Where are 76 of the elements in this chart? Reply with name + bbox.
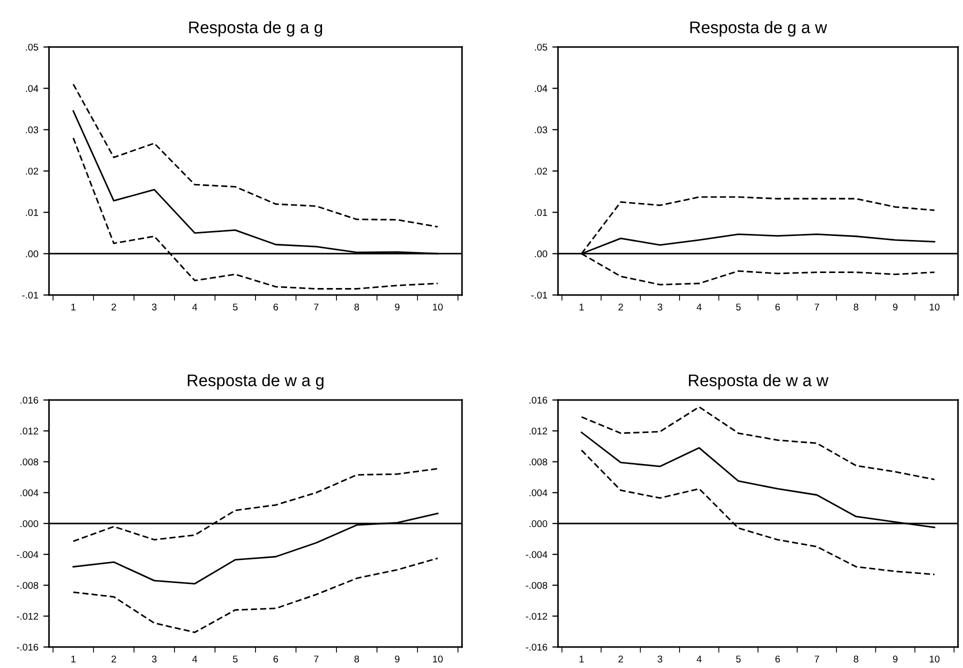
x-tick-label: 1 [580, 656, 584, 662]
x-tick-label: 2 [112, 304, 116, 310]
x-tick-label: 4 [192, 656, 198, 662]
x-tick-label: 8 [354, 656, 360, 662]
x-tick-label: 7 [314, 304, 318, 310]
x-tick-label: 5 [232, 304, 238, 310]
y-tick-label: .004 [20, 489, 38, 496]
y-tick-label: -.01 [531, 292, 548, 299]
x-tick-label: 1 [71, 304, 76, 310]
x-tick-label: 4 [696, 656, 702, 662]
x-tick-label: 10 [433, 304, 443, 310]
x-tick-label: 6 [775, 304, 780, 310]
y-tick-label: .04 [534, 85, 548, 92]
y-tick-label: .008 [20, 458, 38, 466]
y-tick-label: .05 [534, 44, 548, 51]
chart-title: Resposta de w a g [188, 374, 324, 390]
y-tick-label: .012 [530, 428, 548, 434]
x-tick-label: 7 [814, 656, 820, 662]
y-tick-label: -.016 [16, 644, 38, 651]
y-tick-label: .03 [534, 126, 548, 134]
x-tick-label: 10 [433, 656, 443, 662]
x-tick-label: 2 [112, 656, 116, 662]
y-tick-label: .000 [20, 520, 38, 528]
chart-title: Resposta de w a w [688, 374, 828, 390]
x-tick-label: 4 [192, 304, 198, 310]
x-tick-label: 8 [854, 304, 858, 310]
x-tick-label: 2 [618, 656, 623, 662]
y-tick-label: .012 [20, 428, 38, 434]
x-tick-label: 3 [152, 304, 157, 310]
y-tick-label: .016 [20, 396, 38, 404]
y-tick-label: -.016 [526, 644, 548, 651]
x-tick-label: 10 [930, 304, 940, 310]
y-tick-label: .00 [26, 250, 38, 258]
x-tick-label: 1 [71, 656, 76, 662]
y-tick-label: .01 [534, 209, 548, 216]
x-tick-label: 8 [354, 304, 360, 310]
y-tick-label: .02 [534, 168, 548, 175]
x-tick-label: 9 [394, 304, 400, 310]
x-tick-label: 3 [658, 656, 662, 662]
x-tick-label: 9 [893, 304, 898, 310]
y-tick-label: .01 [26, 209, 38, 216]
x-tick-label: 7 [814, 304, 820, 310]
x-tick-label: 2 [618, 304, 623, 310]
x-tick-label: 1 [580, 304, 584, 310]
x-tick-label: 4 [696, 304, 702, 310]
y-tick-label: -.008 [16, 582, 38, 589]
y-tick-label: -.004 [16, 551, 38, 558]
x-tick-label: 10 [930, 656, 940, 662]
x-tick-label: 6 [775, 656, 780, 662]
x-tick-label: 5 [736, 304, 741, 310]
y-tick-label: .00 [534, 250, 548, 258]
y-tick-label: .02 [26, 168, 38, 175]
y-tick-label: .05 [26, 44, 38, 51]
x-tick-label: 7 [314, 656, 318, 662]
x-tick-label: 8 [854, 656, 858, 662]
x-tick-label: 5 [736, 656, 741, 662]
chart-title: Resposta de g a w [690, 21, 828, 37]
y-tick-label: -.012 [526, 612, 548, 620]
y-tick-label: -.012 [16, 612, 38, 620]
y-tick-label: -.008 [526, 582, 548, 589]
y-tick-label: .008 [530, 458, 548, 466]
x-tick-label: 9 [893, 656, 898, 662]
y-tick-label: .000 [530, 520, 548, 528]
x-tick-label: 9 [394, 656, 400, 662]
x-tick-label: 6 [274, 656, 278, 662]
x-tick-label: 3 [658, 304, 662, 310]
y-tick-label: .004 [530, 489, 548, 496]
y-tick-label: -.004 [526, 551, 548, 558]
x-tick-label: 6 [274, 304, 278, 310]
chart-title: Resposta de g a g [189, 21, 322, 37]
y-tick-label: .04 [26, 85, 38, 92]
y-tick-label: .03 [26, 126, 38, 134]
y-tick-label: .016 [530, 396, 548, 404]
x-tick-label: 5 [232, 656, 238, 662]
y-tick-label: -.01 [22, 292, 38, 299]
x-tick-label: 3 [152, 656, 157, 662]
